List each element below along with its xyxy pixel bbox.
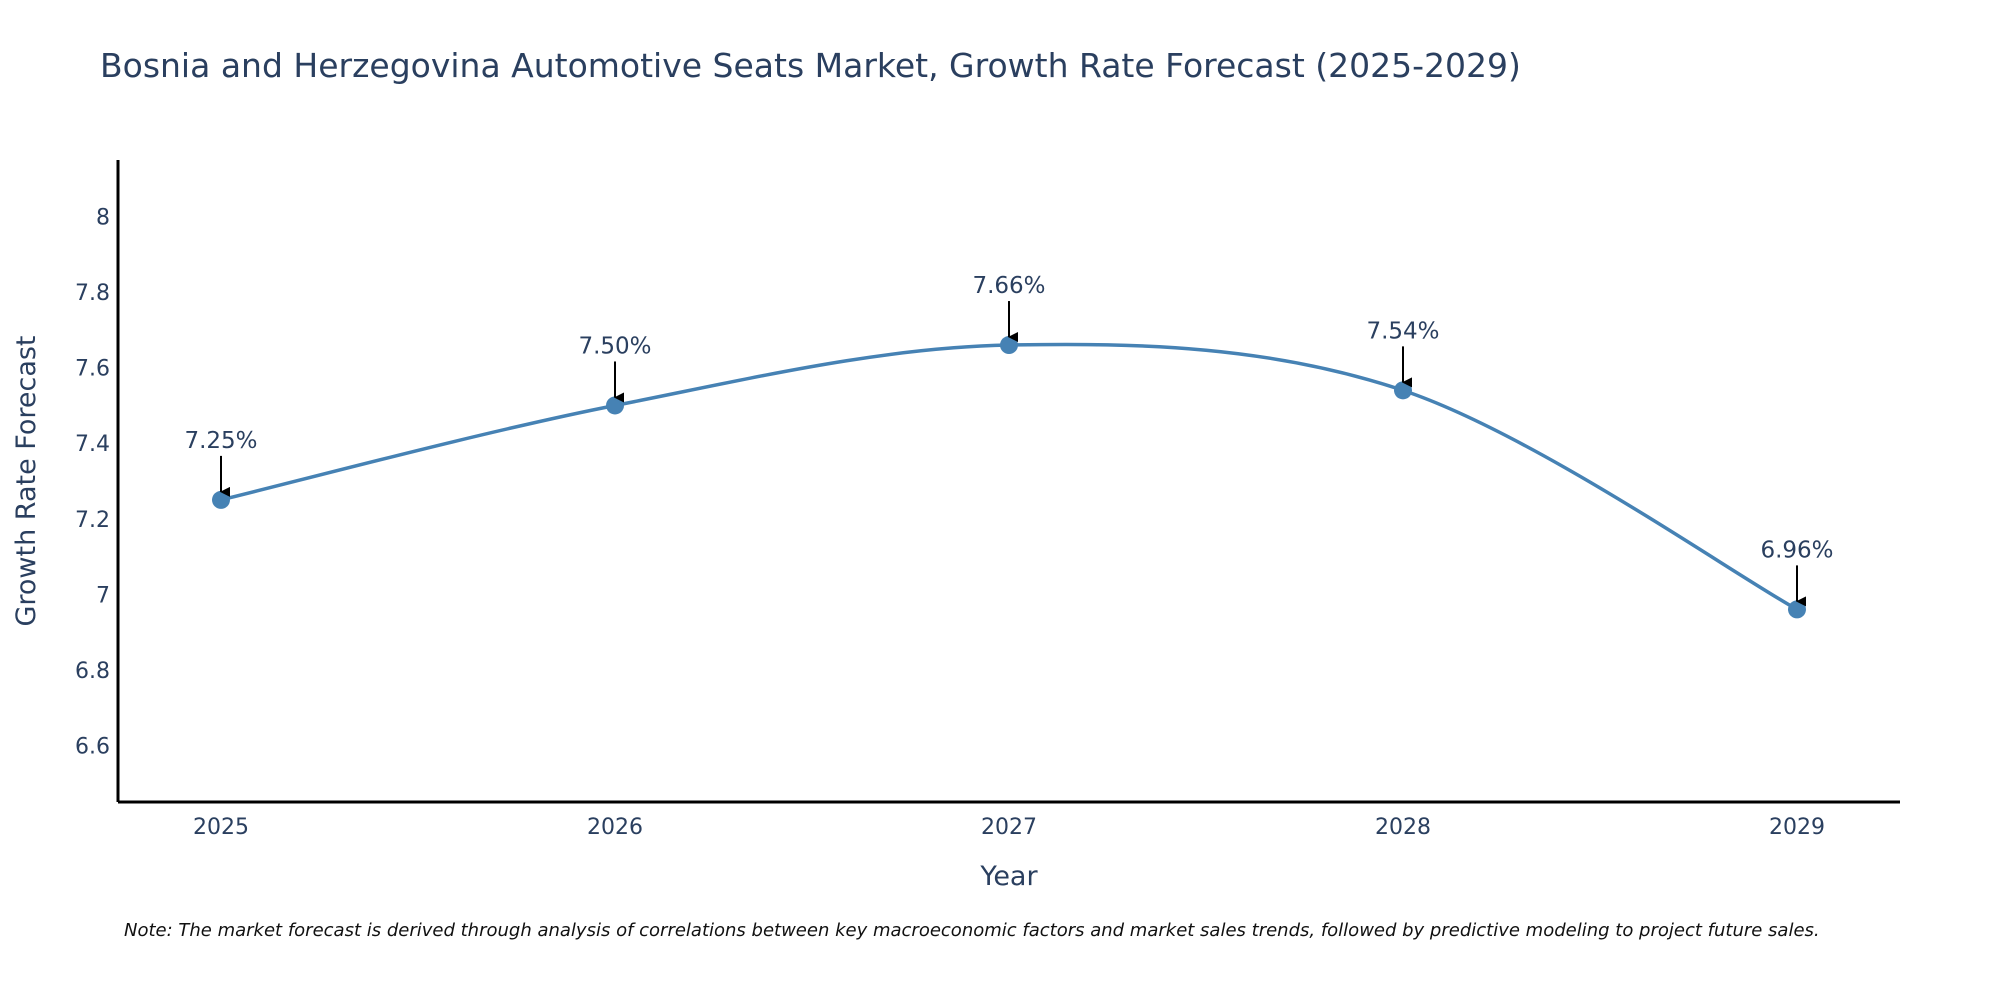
y-axis-title: Growth Rate Forecast [11,335,42,626]
y-tick-label: 7.6 [75,357,110,382]
y-tick-label: 6.6 [75,734,110,759]
data-label: 6.96% [1760,537,1833,563]
y-tick-label: 7.2 [75,508,110,533]
data-annotations: 7.25% 7.50% 7.66% 7.54% 6.96% [184,273,1834,607]
data-label: 7.66% [972,273,1045,299]
x-axis-ticks: 2025 2026 2027 2028 2029 [193,815,1825,840]
data-point [1788,600,1806,619]
y-tick-label: 6.8 [75,659,110,684]
x-tick-label: 2028 [1375,815,1431,840]
chart-title: Bosnia and Herzegovina Automotive Seats … [100,46,1521,85]
data-point [1394,381,1412,400]
data-label: 7.25% [184,428,257,454]
x-axis-title: Year [979,861,1038,892]
footnote: Note: The market forecast is derived thr… [124,920,1820,941]
series-line [220,342,1798,611]
y-tick-label: 7.8 [75,281,110,306]
x-tick-label: 2027 [981,815,1037,840]
data-label: 7.50% [578,333,651,359]
y-tick-label: 7 [96,583,110,608]
x-tick-label: 2026 [587,815,643,840]
x-tick-label: 2029 [1769,815,1825,840]
data-label: 7.54% [1366,318,1439,344]
data-point [1000,336,1018,355]
y-tick-label: 8 [96,206,110,231]
y-axis-ticks: 6.6 6.8 7 7.2 7.4 7.6 7.8 8 [75,206,110,760]
data-point [212,490,230,509]
y-tick-label: 7.4 [75,432,110,457]
data-point [606,396,624,415]
x-tick-label: 2025 [193,815,249,840]
data-points [212,336,1806,619]
